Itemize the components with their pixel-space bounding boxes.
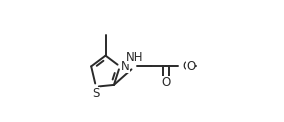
Text: O: O bbox=[182, 60, 191, 73]
Text: O: O bbox=[161, 76, 170, 89]
Text: O: O bbox=[186, 60, 195, 73]
Text: NH: NH bbox=[126, 51, 144, 64]
Text: S: S bbox=[92, 87, 100, 100]
Text: N: N bbox=[121, 60, 130, 73]
